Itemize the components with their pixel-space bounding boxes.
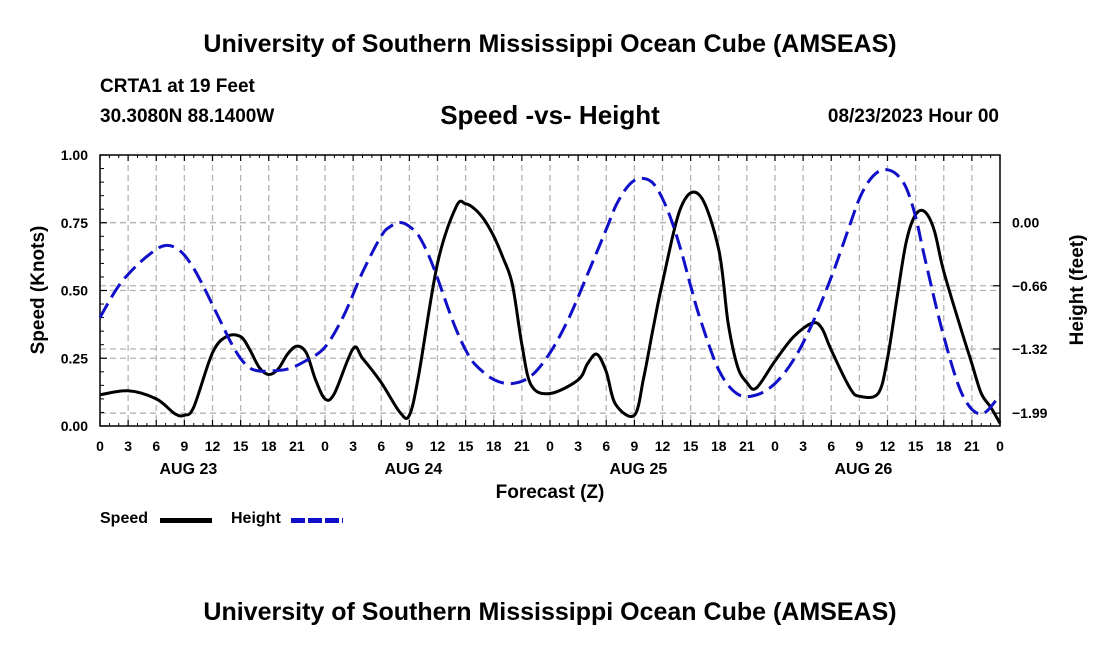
x-tick-label: 3	[799, 438, 807, 454]
x-tick-label: 21	[289, 438, 305, 454]
x-tick-label: 15	[683, 438, 699, 454]
x-tick-label: 18	[261, 438, 277, 454]
chart-title: Speed -vs- Height	[440, 100, 660, 130]
x-tick-label: 3	[124, 438, 132, 454]
station-coordinates: 30.3080N 88.1400W	[100, 106, 275, 127]
day-label: AUG 26	[834, 461, 892, 478]
y2-tick-label: −0.66	[1012, 278, 1048, 294]
x-tick-label: 0	[321, 438, 329, 454]
x-tick-label: 6	[602, 438, 610, 454]
x-tick-label: 0	[771, 438, 779, 454]
legend-speed-swatch	[160, 518, 212, 523]
x-tick-label: 15	[458, 438, 474, 454]
x-tick-label: 21	[514, 438, 530, 454]
series-layer	[98, 168, 1002, 425]
y-axis-label: Speed (Knots)	[28, 226, 49, 355]
y-tick-label: 0.75	[61, 215, 88, 231]
main-title: University of Southern Mississippi Ocean…	[203, 30, 897, 58]
x-tick-label: 9	[180, 438, 188, 454]
y-tick-label: 1.00	[61, 147, 88, 163]
station-label: CRTA1 at 19 Feet	[100, 76, 255, 97]
x-tick-label: 6	[152, 438, 160, 454]
x-tick-label: 12	[430, 438, 446, 454]
y-tick-label: 0.50	[61, 283, 88, 299]
x-tick-label: 0	[546, 438, 554, 454]
x-tick-label: 3	[349, 438, 357, 454]
x-tick-label: 9	[630, 438, 638, 454]
x-tick-label: 21	[964, 438, 980, 454]
x-axis-label: Forecast (Z)	[495, 482, 605, 503]
x-tick-label: 15	[233, 438, 249, 454]
x-tick-label: 6	[827, 438, 835, 454]
y-tick-label: 0.25	[61, 350, 88, 366]
y2-axis-label: Height (feet)	[1067, 235, 1088, 346]
x-tick-label: 21	[739, 438, 755, 454]
y2-tick-label: 0.00	[1012, 215, 1039, 231]
day-label: AUG 24	[384, 461, 442, 478]
day-label: AUG 23	[159, 461, 217, 478]
x-tick-label: 0	[96, 438, 104, 454]
x-tick-label: 12	[205, 438, 221, 454]
footer-title: University of Southern Mississippi Ocean…	[203, 598, 897, 626]
day-label: AUG 25	[609, 461, 667, 478]
height-series-line	[98, 168, 1002, 416]
legend-height-label: Height	[231, 510, 281, 527]
legend-height-swatch	[291, 518, 343, 523]
x-tick-label: 18	[711, 438, 727, 454]
x-tick-label: 6	[377, 438, 385, 454]
x-tick-label: 12	[880, 438, 896, 454]
x-tick-label: 9	[405, 438, 413, 454]
x-tick-label: 9	[855, 438, 863, 454]
axes-layer: 0 3 6 9 12 15 18 21 0 3 6 9 12 15 18 21 0 3 6 9 12 15 18 21 0 3 6 9…	[61, 147, 1048, 478]
plot-frame	[99, 154, 1001, 427]
x-tick-label: 12	[655, 438, 671, 454]
x-tick-label: 15	[908, 438, 924, 454]
y2-tick-label: −1.99	[1012, 405, 1048, 421]
legend-speed-label: Speed	[100, 510, 149, 527]
x-tick-label: 18	[486, 438, 502, 454]
y2-tick-label: −1.32	[1012, 341, 1048, 357]
y-tick-label: 0.00	[61, 418, 88, 434]
x-tick-label: 3	[574, 438, 582, 454]
forecast-datetime: 08/23/2023 Hour 00	[827, 106, 999, 127]
grid-layer	[100, 155, 1000, 426]
x-tick-label: 18	[936, 438, 952, 454]
x-tick-label: 0	[996, 438, 1004, 454]
